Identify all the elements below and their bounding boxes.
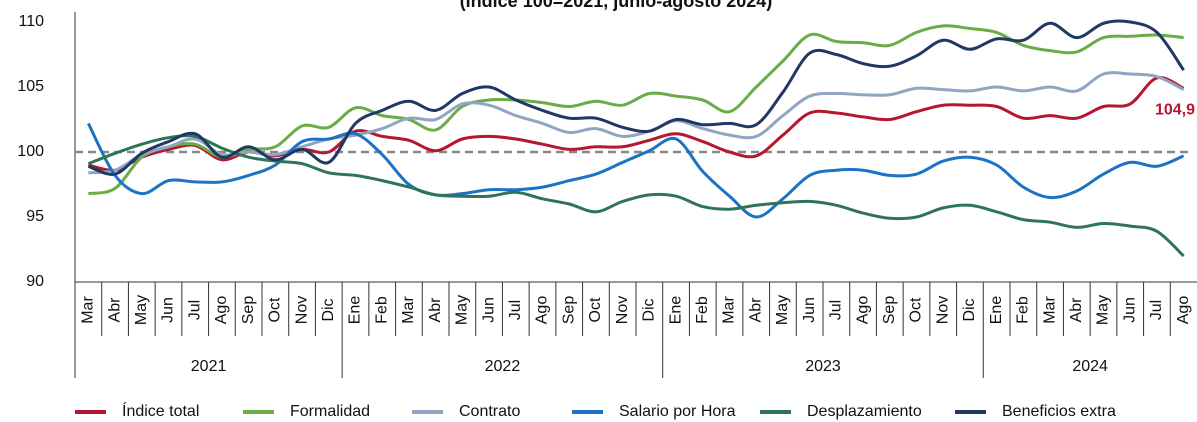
- x-tick-label: Oct: [908, 297, 925, 322]
- x-tick-label: May: [774, 295, 791, 325]
- x-tick-label: Mar: [80, 296, 97, 324]
- legend-label: Índice total: [122, 401, 199, 420]
- y-tick-label: 110: [18, 13, 44, 30]
- y-tick-label: 105: [17, 78, 44, 95]
- x-tick-label: Oct: [587, 297, 604, 322]
- x-tick-label: Ago: [534, 296, 551, 325]
- x-tick-label: Sep: [881, 296, 898, 325]
- series-line: [88, 24, 1184, 196]
- x-tick-label: Mar: [1041, 296, 1058, 324]
- x-tick-label: Ago: [854, 296, 871, 325]
- x-tick-label: Mar: [400, 296, 417, 324]
- x-tick-label: Oct: [267, 297, 284, 322]
- x-tick-label: Nov: [934, 296, 951, 324]
- data-label: 104,9: [1155, 102, 1195, 119]
- year-label: 2024: [1072, 358, 1108, 375]
- x-tick-label: Jul: [507, 300, 524, 320]
- y-tick-label: 95: [26, 208, 44, 225]
- x-tick-label: Nov: [614, 296, 631, 324]
- legend-label: Formalidad: [290, 403, 370, 420]
- x-tick-label: Jun: [160, 297, 177, 323]
- x-tick-label: Abr: [106, 297, 123, 323]
- series-line: [88, 71, 1185, 175]
- x-tick-label: Nov: [293, 296, 310, 324]
- y-tick-label: 90: [26, 273, 44, 290]
- x-tick-label: Ene: [988, 296, 1005, 325]
- x-tick-label: Ene: [667, 296, 684, 325]
- year-label: 2023: [805, 358, 841, 375]
- x-tick-label: Dic: [320, 298, 337, 321]
- legend-label: Salario por Hora: [619, 403, 736, 420]
- chart-title: (Índice 100=2021, junio-agosto 2024): [460, 0, 773, 11]
- x-tick-label: Sep: [560, 296, 577, 325]
- series-line: [87, 122, 1185, 219]
- x-tick-label: Sep: [240, 296, 257, 325]
- x-tick-label: Abr: [747, 297, 764, 323]
- x-tick-label: May: [133, 295, 150, 325]
- x-tick-label: Dic: [641, 298, 658, 321]
- x-tick-label: Feb: [1015, 296, 1032, 324]
- x-tick-label: Abr: [427, 297, 444, 323]
- legend-label: Beneficios extra: [1002, 403, 1116, 420]
- series-line: [87, 19, 1185, 176]
- y-tick-label: 100: [17, 143, 44, 160]
- x-tick-label: Dic: [961, 298, 978, 321]
- x-tick-label: Ago: [213, 296, 230, 325]
- x-tick-label: Jul: [186, 300, 203, 320]
- x-tick-label: May: [1095, 295, 1112, 325]
- x-tick-label: Jul: [1148, 300, 1165, 320]
- x-tick-label: Jun: [801, 297, 818, 323]
- x-tick-label: Ene: [347, 296, 364, 325]
- x-tick-label: Feb: [373, 296, 390, 324]
- x-tick-label: Jul: [828, 300, 845, 320]
- x-tick-label: Jun: [480, 297, 497, 323]
- x-tick-label: Feb: [694, 296, 711, 324]
- x-tick-label: Jun: [1121, 297, 1138, 323]
- year-label: 2021: [191, 358, 227, 375]
- x-tick-label: May: [454, 295, 471, 325]
- legend-label: Desplazamiento: [807, 403, 922, 420]
- legend-label: Contrato: [459, 403, 520, 420]
- x-tick-label: Mar: [721, 296, 738, 324]
- x-tick-label: Ago: [1175, 296, 1192, 325]
- x-tick-label: Abr: [1068, 297, 1085, 323]
- year-label: 2022: [485, 358, 521, 375]
